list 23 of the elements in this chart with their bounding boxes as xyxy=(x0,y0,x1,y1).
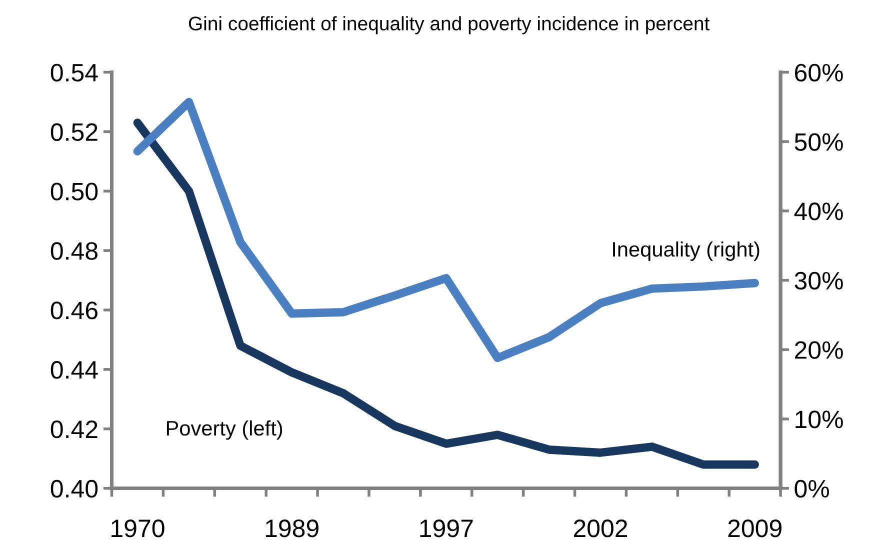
x-tick-label: 1989 xyxy=(266,520,318,538)
y-tick-label: 0.48 xyxy=(50,242,98,260)
y2-tick-label: 20% xyxy=(795,341,843,359)
x-tick-label: 1970 xyxy=(112,520,164,538)
chart-title: Gini coefficient of inequality and poverty incidence in percent xyxy=(188,16,710,34)
series-label: Inequality (right) xyxy=(613,241,760,261)
y2-tick-label: 10% xyxy=(796,410,843,428)
y-tick-label: 0.54 xyxy=(50,64,98,82)
y-tick-label: 0.52 xyxy=(50,123,98,141)
y2-tick-label: 50% xyxy=(794,133,843,151)
y-tick-label: 0.46 xyxy=(50,302,98,320)
y2-tick-label: 0% xyxy=(794,480,829,498)
y-tick-label: 0.40 xyxy=(50,480,98,498)
y2-tick-label: 30% xyxy=(794,272,843,290)
text: Poverty (left) xyxy=(166,420,282,440)
y-tick-label: 0.44 xyxy=(50,361,98,379)
x-tick-label: 2009 xyxy=(728,520,782,538)
y-tick-label: 0.50 xyxy=(50,182,98,200)
x-tick-label: 1997 xyxy=(420,520,473,538)
x-tick-label: 2002 xyxy=(574,520,628,538)
y2-tick-label: 40% xyxy=(794,202,843,220)
y2-tick-label: 60% xyxy=(795,64,843,82)
y-tick-label: 0.42 xyxy=(50,420,98,438)
